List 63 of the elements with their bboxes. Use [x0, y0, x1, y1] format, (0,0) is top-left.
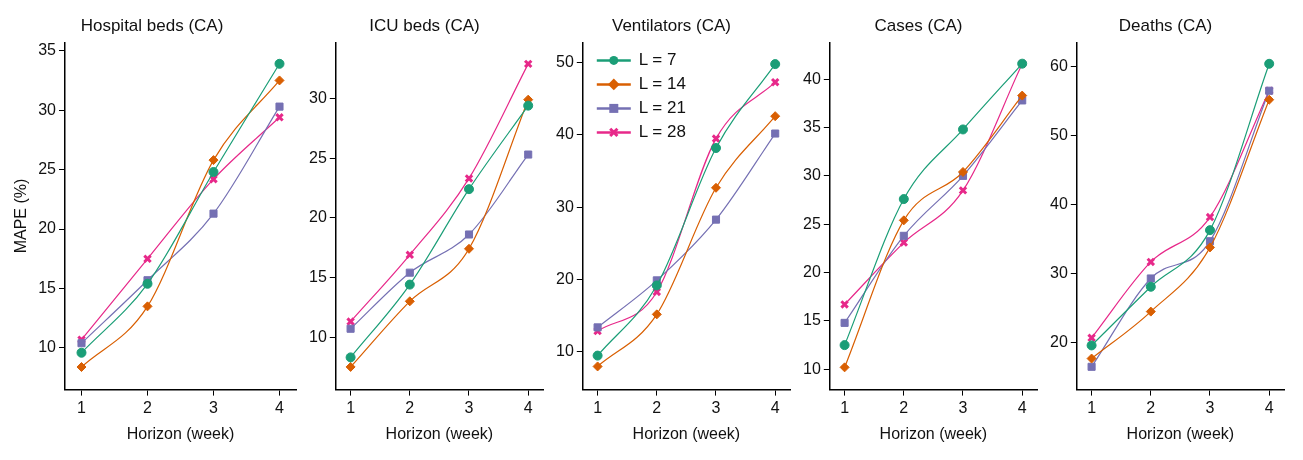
y-tick-label: 20: [803, 262, 821, 280]
y-tick-label: 30: [803, 166, 821, 184]
chart-title: Hospital beds (CA): [80, 15, 224, 35]
y-axis-title: MAPE (%): [12, 178, 30, 254]
chart-title: Ventilators (CA): [611, 15, 732, 35]
y-tick-label: 15: [38, 278, 57, 296]
x-tick-label: 3: [209, 398, 219, 416]
x-tick-label: 3: [958, 398, 968, 416]
x-tick-label: 3: [1205, 398, 1215, 416]
x-tick-label: 1: [346, 398, 356, 416]
x-tick-label: 3: [711, 398, 721, 416]
y-tick-label: 20: [556, 270, 574, 288]
x-tick-label: 4: [523, 398, 533, 416]
y-tick-label: 35: [38, 41, 57, 59]
y-tick-label: 15: [309, 267, 327, 285]
x-axis-title: Horizon (week): [879, 424, 988, 442]
x-tick-label: 1: [1087, 398, 1097, 416]
chart-title: Cases (CA): [874, 15, 963, 35]
x-tick-label: 2: [405, 398, 415, 416]
y-tick-label: 10: [803, 359, 821, 377]
y-tick-label: 10: [556, 342, 574, 360]
y-tick-label: 25: [803, 214, 821, 232]
y-tick-label: 20: [38, 219, 57, 237]
y-tick-label: 25: [38, 160, 57, 178]
x-tick-label: 2: [1146, 398, 1156, 416]
y-tick-label: 40: [803, 69, 821, 87]
x-axis-title: Horizon (week): [385, 424, 494, 442]
y-tick-label: 30: [309, 88, 327, 106]
y-tick-label: 15: [803, 311, 821, 329]
y-tick-label: 20: [1050, 333, 1068, 351]
x-tick-label: 4: [1264, 398, 1274, 416]
x-tick-label: 4: [275, 398, 285, 416]
y-tick-label: 30: [1050, 264, 1068, 282]
y-tick-label: 50: [556, 53, 574, 71]
y-tick-label: 35: [803, 117, 821, 135]
x-tick-label: 1: [77, 398, 87, 416]
y-tick-label: 30: [556, 197, 574, 215]
legend-label: L = 28: [638, 122, 686, 142]
x-tick-label: 4: [770, 398, 780, 416]
y-tick-label: 40: [1050, 195, 1068, 213]
chart-title: ICU beds (CA): [369, 15, 480, 35]
chart-title: Deaths (CA): [1118, 15, 1213, 35]
y-tick-label: 25: [309, 148, 327, 166]
x-tick-label: 2: [652, 398, 662, 416]
x-axis-title: Horizon (week): [1126, 424, 1235, 442]
legend-label: L = 21: [638, 98, 686, 118]
y-tick-label: 10: [38, 338, 57, 356]
x-tick-label: 3: [464, 398, 474, 416]
y-tick-label: 20: [309, 208, 327, 226]
y-tick-label: 50: [1050, 125, 1068, 143]
y-tick-label: 10: [309, 327, 327, 345]
x-tick-label: 1: [840, 398, 850, 416]
y-tick-label: 40: [556, 125, 574, 143]
x-tick-label: 1: [593, 398, 603, 416]
x-axis-title: Horizon (week): [632, 424, 741, 442]
legend-label: L = 14: [638, 74, 686, 94]
y-tick-label: 30: [38, 100, 57, 118]
x-tick-label: 2: [143, 398, 153, 416]
x-tick-label: 2: [899, 398, 909, 416]
y-tick-label: 60: [1050, 56, 1068, 74]
x-tick-label: 4: [1017, 398, 1027, 416]
x-axis-title: Horizon (week): [126, 424, 235, 442]
legend-label: L = 7: [638, 50, 677, 70]
